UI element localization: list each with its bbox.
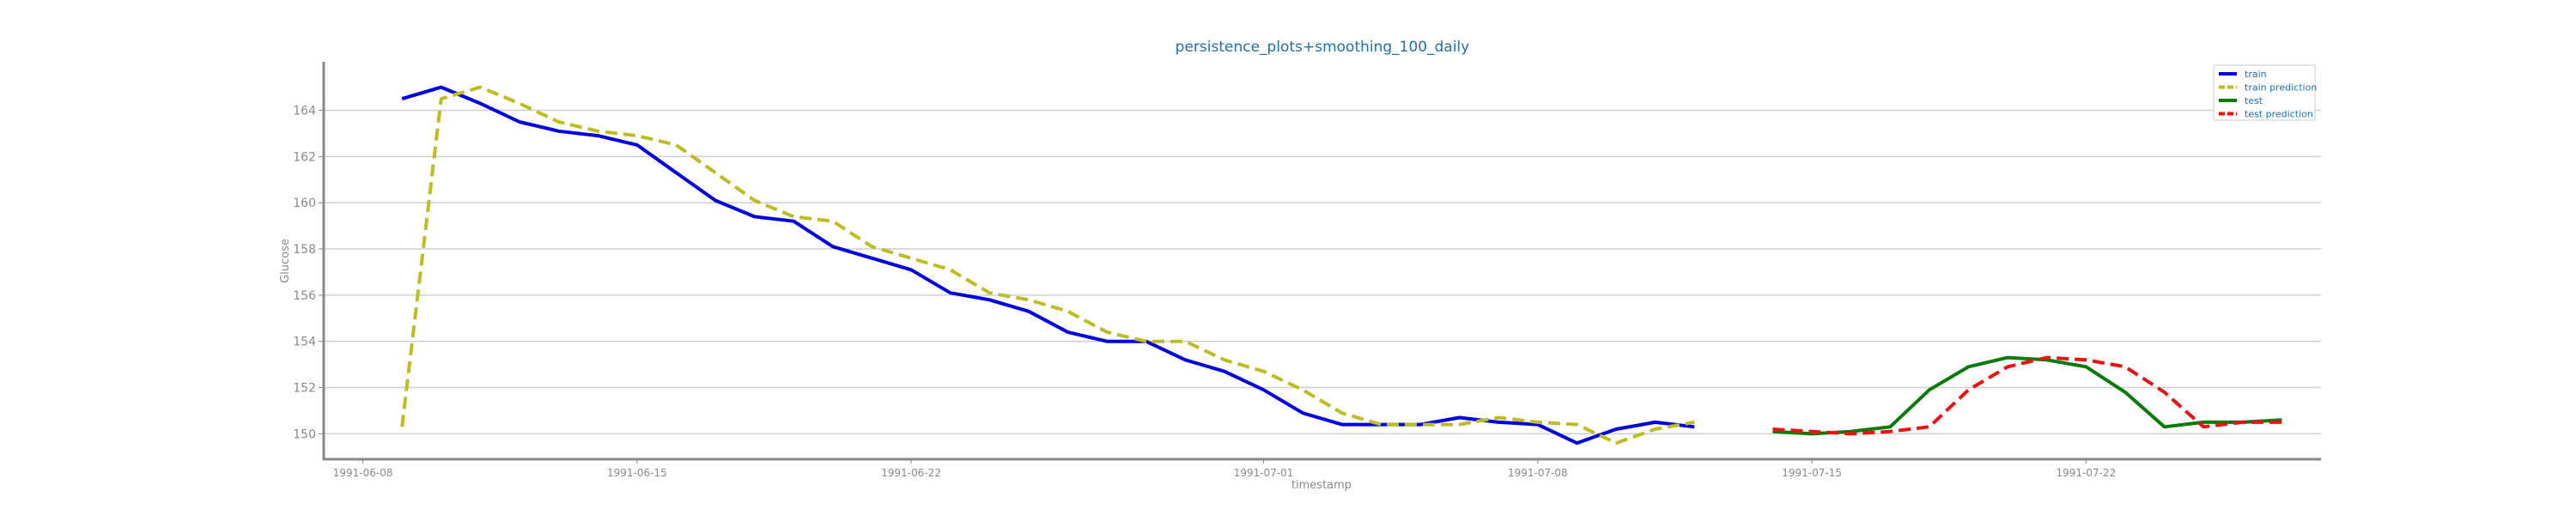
series-line-train: [401, 85, 1695, 445]
x-axis-label: timestamp: [1291, 479, 1352, 492]
y-tick-label: 152: [293, 382, 316, 396]
y-axis-ticks: 150 152 154 156 158 160 162 164: [293, 105, 324, 441]
legend-label: test prediction: [2245, 109, 2313, 120]
series-line-test-prediction: [1772, 355, 2282, 436]
y-tick-label: 154: [293, 336, 316, 349]
y-tick-label: 158: [293, 243, 316, 257]
series-line-train-prediction: [400, 85, 1695, 445]
y-axis-label: Glucose: [279, 239, 292, 283]
x-tick-label: 1991-07-15: [1782, 467, 1842, 479]
legend-label: train: [2245, 69, 2267, 80]
x-axis-ticks: 1991-06-08 1991-06-15 1991-06-22 1991-07-01…: [333, 459, 2116, 479]
series-lines: [400, 85, 2282, 445]
series-line-test: [1772, 355, 2282, 436]
x-tick-label: 1991-07-01: [1234, 467, 1294, 479]
y-tick-label: 150: [293, 427, 316, 441]
gridlines: [324, 109, 2321, 435]
y-tick-label: 162: [293, 150, 316, 164]
x-tick-label: 1991-06-08: [333, 467, 393, 479]
y-tick-label: 164: [293, 105, 316, 118]
y-tick-label: 160: [293, 197, 316, 210]
x-tick-label: 1991-07-22: [2056, 467, 2116, 479]
chart-title: persistence_plots+smoothing_100_daily: [1176, 39, 1470, 56]
legend-label: test: [2245, 95, 2263, 106]
x-tick-label: 1991-07-08: [1508, 467, 1568, 479]
legend-label: train prediction: [2245, 82, 2317, 94]
y-tick-label: 156: [293, 289, 316, 303]
x-tick-label: 1991-06-15: [607, 467, 667, 479]
x-tick-label: 1991-06-22: [881, 467, 941, 479]
